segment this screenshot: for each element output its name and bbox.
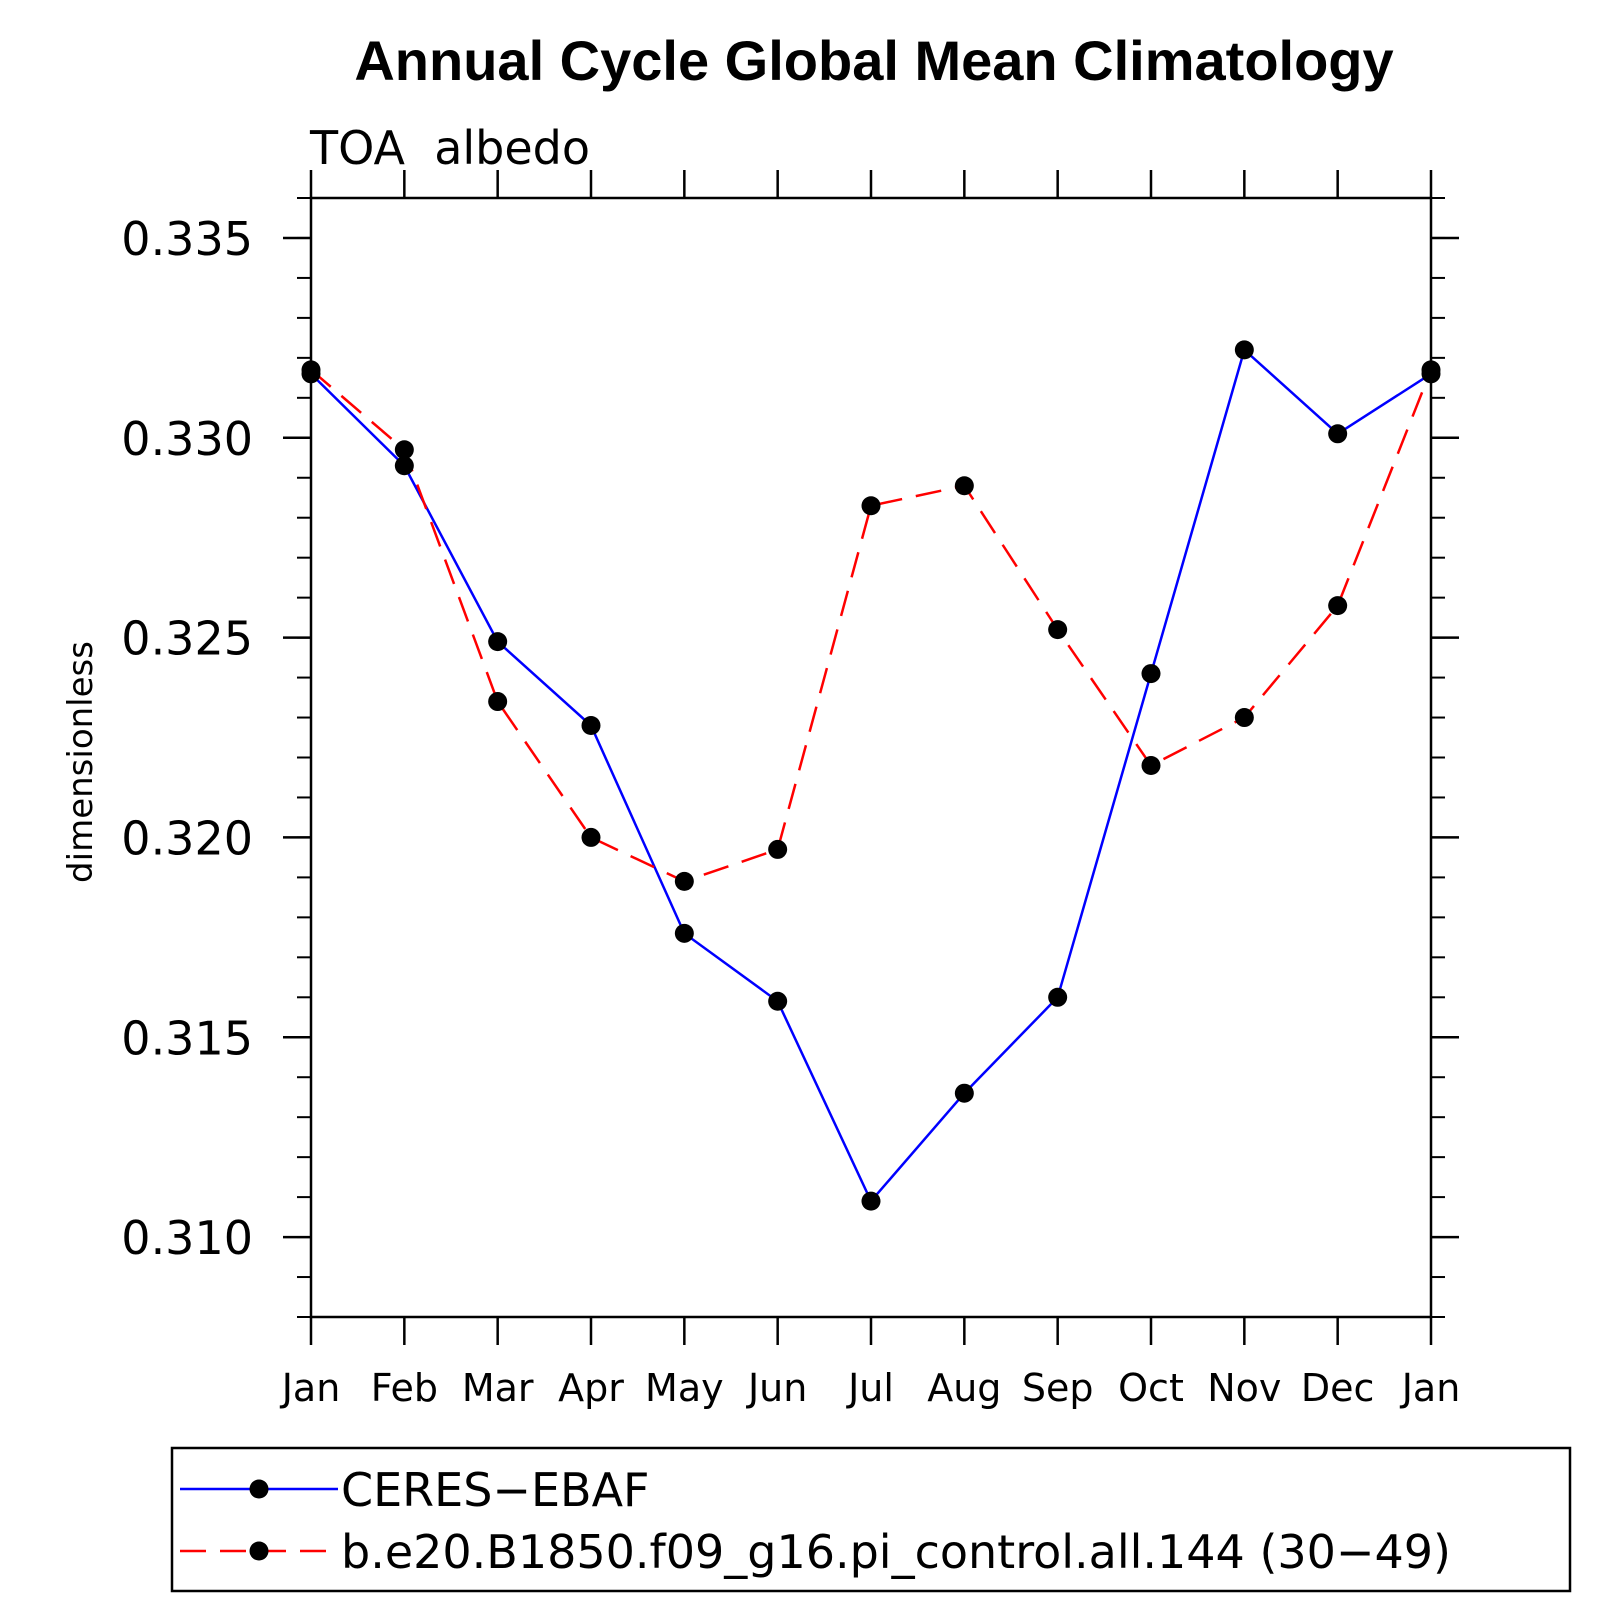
- data-point-series-2: [581, 827, 601, 847]
- y-tick-label: 0.330: [121, 412, 253, 466]
- y-tick-label: 0.325: [121, 612, 253, 666]
- x-tick-label: Sep: [1022, 1366, 1094, 1410]
- y-tick-label: 0.310: [121, 1211, 253, 1265]
- data-point-series-2: [488, 692, 508, 712]
- data-point-series-1: [1048, 987, 1068, 1007]
- chart-subtitle: TOA albedo: [309, 121, 590, 175]
- data-point-series-1: [581, 716, 601, 736]
- y-tick-label: 0.315: [121, 1011, 253, 1065]
- y-tick-label: 0.320: [121, 811, 253, 865]
- data-point-series-1: [768, 991, 788, 1011]
- legend-box: [170, 1446, 1572, 1593]
- series-line-2: [310, 368, 1433, 883]
- data-point-series-2: [1234, 708, 1254, 728]
- x-tick-label: Feb: [371, 1366, 438, 1410]
- data-point-series-2: [1421, 360, 1441, 380]
- data-point-series-1: [1141, 664, 1161, 684]
- series-lines: [301, 340, 1441, 1211]
- x-tick-label: Aug: [927, 1366, 1001, 1410]
- x-tick-label: Jan: [1400, 1366, 1461, 1410]
- data-point-series-2: [674, 871, 694, 891]
- x-tick-label: Jul: [846, 1366, 894, 1410]
- data-point-series-2: [954, 476, 974, 496]
- legend-marker-2: [249, 1541, 269, 1561]
- legend-marker-1: [249, 1479, 269, 1499]
- x-tick-label: Apr: [558, 1366, 624, 1410]
- x-tick-label: Jan: [280, 1366, 341, 1410]
- data-point-series-1: [861, 1191, 881, 1211]
- series-line-1: [310, 347, 1432, 1204]
- data-point-series-2: [1141, 755, 1161, 775]
- x-tick-label: Dec: [1301, 1366, 1375, 1410]
- data-point-series-2: [1328, 596, 1348, 616]
- x-tick-label: Jun: [746, 1366, 807, 1410]
- legend-entry-1: CERES−EBAF: [341, 1463, 650, 1517]
- data-point-series-1: [954, 1083, 974, 1103]
- data-point-series-2: [301, 360, 321, 380]
- x-tick-label: May: [645, 1366, 724, 1410]
- data-point-series-1: [1328, 424, 1348, 444]
- x-tick-label: Oct: [1118, 1366, 1184, 1410]
- data-point-series-1: [488, 632, 508, 652]
- data-point-series-1: [674, 923, 694, 943]
- data-point-series-2: [861, 496, 881, 516]
- data-point-series-2: [1048, 620, 1068, 640]
- y-tick-label: 0.335: [121, 212, 253, 266]
- data-point-series-2: [768, 839, 788, 859]
- x-tick-label: Mar: [462, 1366, 534, 1410]
- x-tick-label: Nov: [1207, 1366, 1281, 1410]
- chart-title: Annual Cycle Global Mean Climatology: [354, 29, 1393, 92]
- data-point-series-1: [1234, 340, 1254, 360]
- data-point-series-2: [394, 440, 414, 460]
- axes: Jan Feb Mar Apr May Jun Jul Aug Sep Oct Nov Dec Jan 0…: [121, 170, 1460, 1410]
- legend: CERES−EBAF b.e20.B1850.f09_g16.pi_control…: [170, 1446, 1572, 1593]
- y-axis-label: dimensionless: [61, 641, 101, 883]
- data-point-series-1: [394, 456, 414, 476]
- legend-entry-2: b.e20.B1850.f09_g16.pi_control.all.144 (…: [341, 1525, 1451, 1579]
